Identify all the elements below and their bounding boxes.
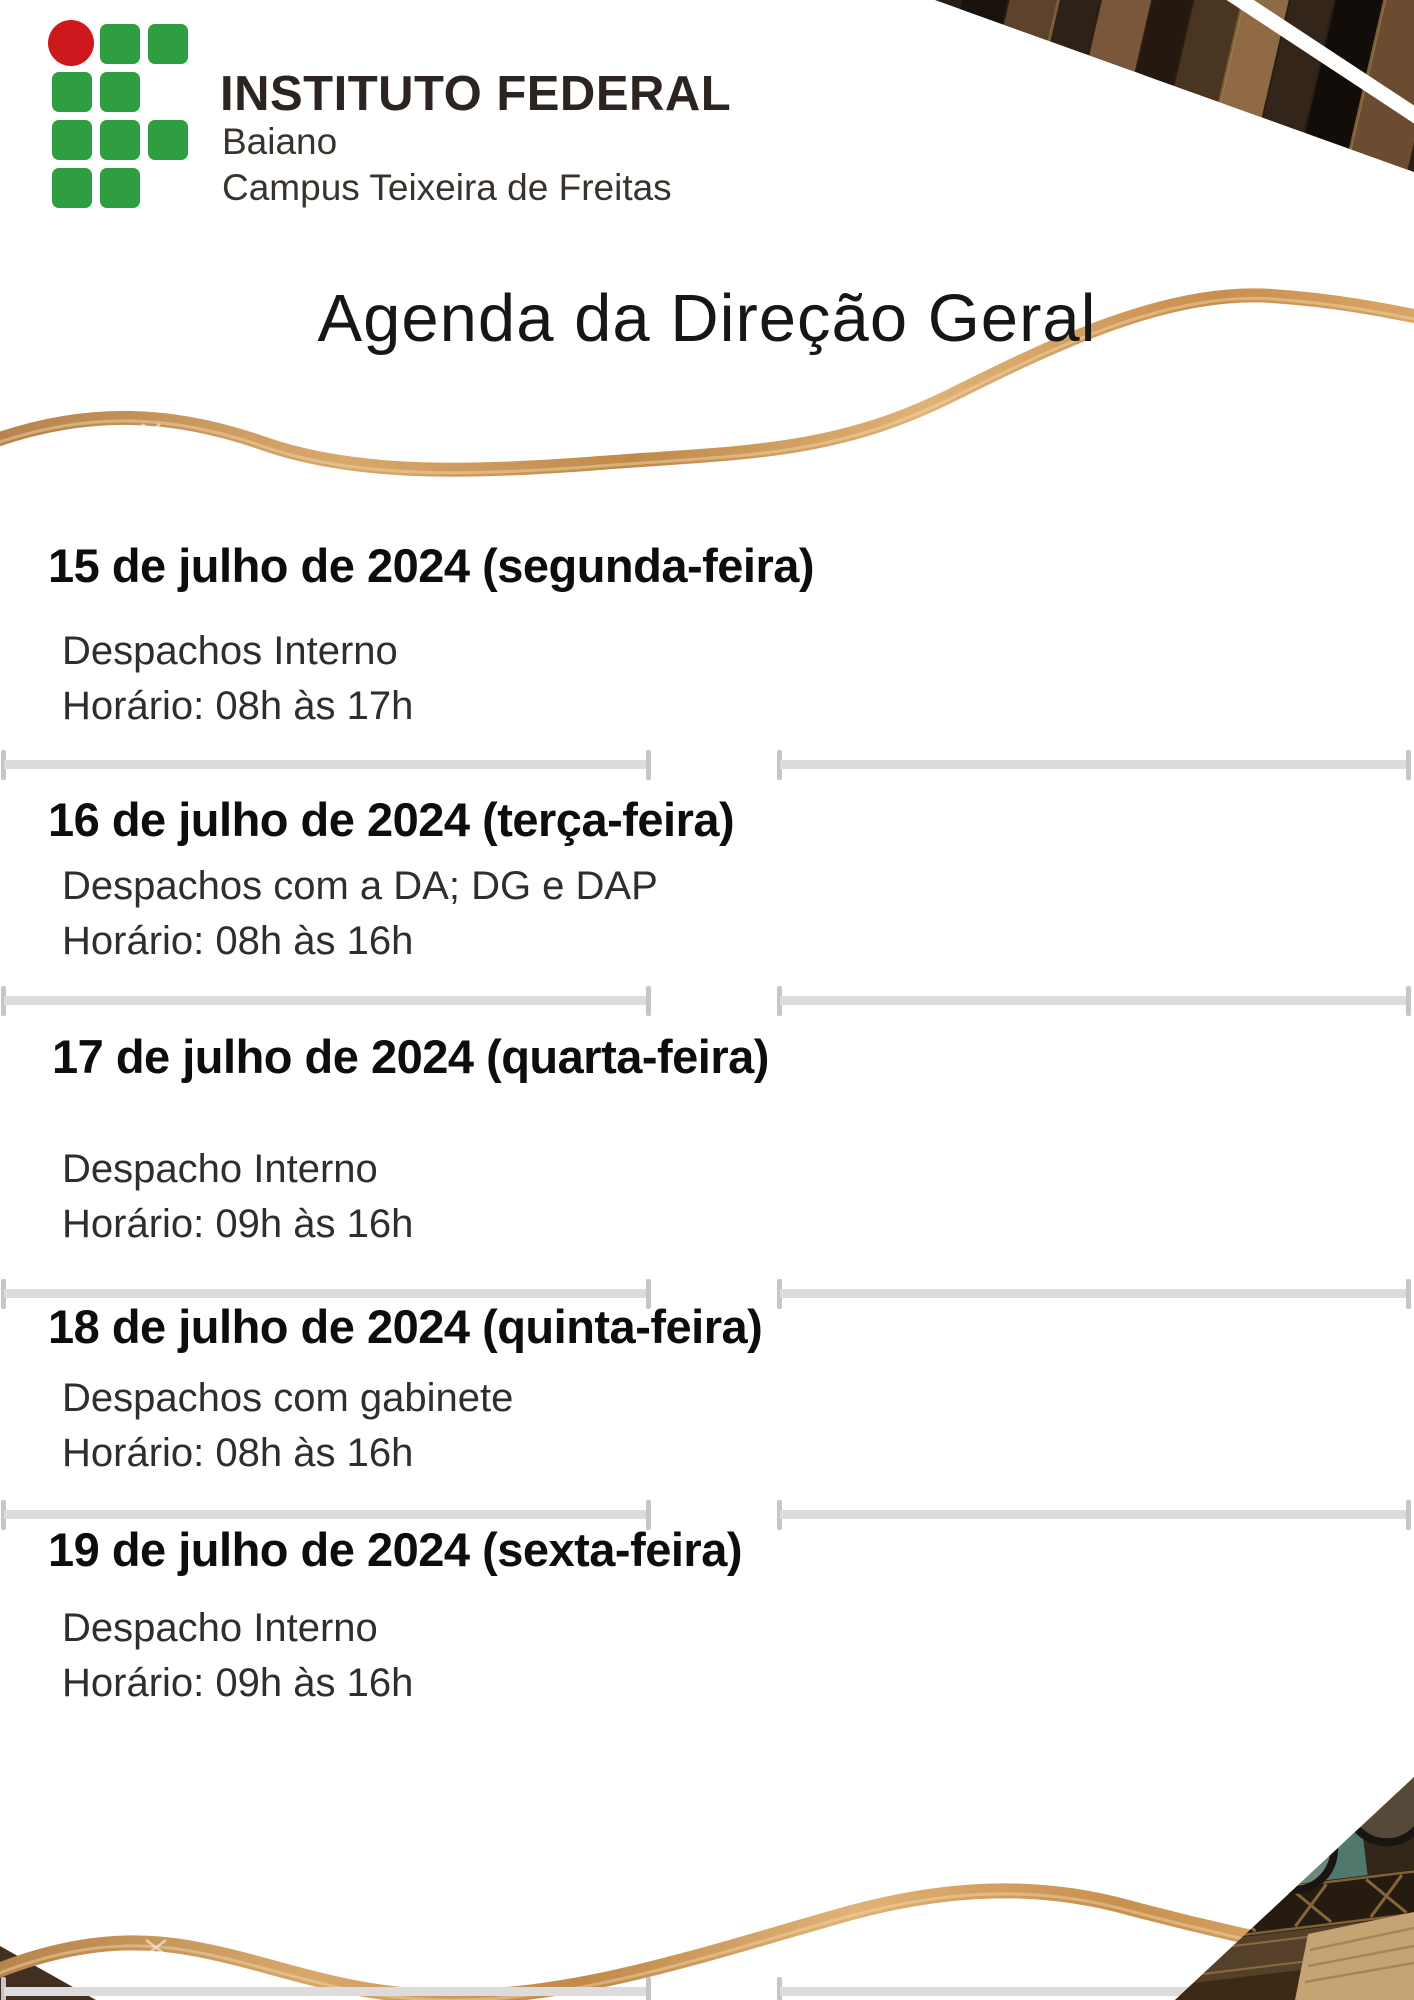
section-date-heading: 18 de julho de 2024 (quinta-feira) xyxy=(48,1300,763,1353)
section-activity: Despachos Interno xyxy=(62,629,398,673)
section-schedule: Horário: 08h às 16h xyxy=(62,919,414,963)
section-details: Despacho Interno Horário: 09h às 16h xyxy=(62,1142,413,1252)
logo-branch-name: Baiano xyxy=(222,121,338,162)
section-divider xyxy=(0,1500,1414,1530)
section-activity: Despachos com gabinete xyxy=(62,1376,514,1420)
logo-square xyxy=(148,120,188,160)
antique-books-stack-photo xyxy=(935,0,1414,172)
logo-square xyxy=(148,24,188,64)
logo-square xyxy=(52,72,92,112)
section-activity: Despacho Interno xyxy=(62,1147,378,1191)
section-schedule: Horário: 08h às 17h xyxy=(62,684,414,728)
section-schedule: Horário: 08h às 16h xyxy=(62,1431,414,1475)
page-title: Agenda da Direção Geral xyxy=(317,281,1097,356)
logo-red-dot xyxy=(48,20,94,66)
section-details: Despacho Interno Horário: 09h às 16h xyxy=(62,1601,413,1711)
section-date-heading: 15 de julho de 2024 (segunda-feira) xyxy=(48,539,815,592)
logo-institution-name: INSTITUTO FEDERAL xyxy=(220,67,732,121)
logo-campus-name: Campus Teixeira de Freitas xyxy=(222,167,672,208)
logo-square xyxy=(100,72,140,112)
section-schedule: Horário: 09h às 16h xyxy=(62,1202,414,1246)
section-date-heading: 19 de julho de 2024 (sexta-feira) xyxy=(48,1523,743,1576)
logo-square xyxy=(52,168,92,208)
section-activity: Despachos com a DA; DG e DAP xyxy=(62,864,658,908)
logo-square xyxy=(52,120,92,160)
section-divider xyxy=(0,986,1414,1016)
section-details: Despachos Interno Horário: 08h às 17h xyxy=(62,624,413,734)
section-details: Despachos com gabinete Horário: 08h às 1… xyxy=(62,1371,513,1481)
logo-square xyxy=(100,168,140,208)
section-divider xyxy=(0,750,1414,780)
antique-books-with-eyeglasses-photo xyxy=(1175,1777,1414,2000)
section-date-heading: 17 de julho de 2024 (quarta-feira) xyxy=(52,1030,769,1083)
logo-square xyxy=(100,24,140,64)
section-divider xyxy=(0,1977,1414,2000)
section-activity: Despacho Interno xyxy=(62,1606,378,1650)
section-divider xyxy=(0,1279,1414,1309)
section-schedule: Horário: 09h às 16h xyxy=(62,1661,414,1705)
logo-square xyxy=(100,120,140,160)
section-date-heading: 16 de julho de 2024 (terça-feira) xyxy=(48,793,735,846)
section-details: Despachos com a DA; DG e DAP Horário: 08… xyxy=(62,859,658,969)
